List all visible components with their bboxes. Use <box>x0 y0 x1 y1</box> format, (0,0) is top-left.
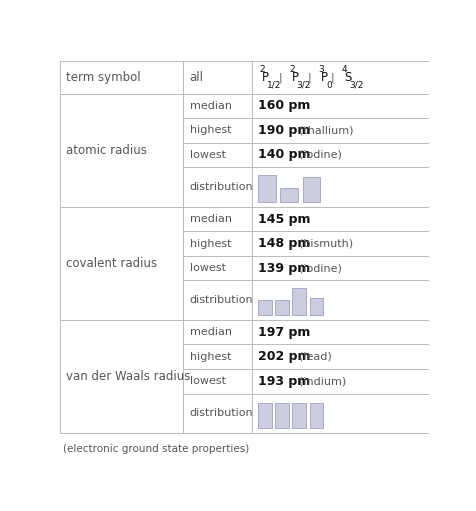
Text: (iodine): (iodine) <box>291 150 341 160</box>
Text: all: all <box>189 71 203 84</box>
Bar <box>309 403 322 428</box>
Bar <box>258 300 271 315</box>
Text: highest: highest <box>189 352 231 362</box>
Text: 139 pm: 139 pm <box>258 262 310 274</box>
Text: 190 pm: 190 pm <box>258 124 310 137</box>
Bar <box>280 189 298 202</box>
Text: median: median <box>189 214 231 224</box>
Bar <box>309 297 322 315</box>
Text: 0: 0 <box>326 81 331 90</box>
Text: 202 pm: 202 pm <box>258 350 310 363</box>
Text: highest: highest <box>189 125 231 135</box>
Text: (iodine): (iodine) <box>291 263 341 273</box>
Text: term symbol: term symbol <box>66 71 140 84</box>
Text: 1/2: 1/2 <box>267 81 281 90</box>
Text: distribution: distribution <box>189 408 253 419</box>
Text: S: S <box>344 71 351 84</box>
Text: (electronic ground state properties): (electronic ground state properties) <box>62 444 248 454</box>
Text: distribution: distribution <box>189 182 253 192</box>
Text: 145 pm: 145 pm <box>258 213 310 225</box>
Text: P: P <box>291 71 298 84</box>
Text: (indium): (indium) <box>291 376 345 386</box>
Bar <box>292 288 305 315</box>
Text: lowest: lowest <box>189 150 225 160</box>
Text: median: median <box>189 327 231 337</box>
Text: covalent radius: covalent radius <box>66 257 157 270</box>
Text: van der Waals radius: van der Waals radius <box>66 370 190 383</box>
Text: |: | <box>330 72 334 83</box>
Text: 193 pm: 193 pm <box>258 375 310 388</box>
Text: 160 pm: 160 pm <box>258 99 310 112</box>
Text: 2: 2 <box>288 65 294 74</box>
Text: 3/2: 3/2 <box>348 81 363 90</box>
Text: median: median <box>189 101 231 111</box>
Bar <box>275 403 288 428</box>
Text: lowest: lowest <box>189 376 225 386</box>
Text: atomic radius: atomic radius <box>66 144 147 157</box>
Text: lowest: lowest <box>189 263 225 273</box>
Text: (thallium): (thallium) <box>291 125 352 135</box>
Text: 197 pm: 197 pm <box>258 326 310 339</box>
Text: 3: 3 <box>318 65 324 74</box>
Text: 148 pm: 148 pm <box>258 237 310 250</box>
Text: distribution: distribution <box>189 295 253 305</box>
Text: (lead): (lead) <box>291 352 331 362</box>
Text: 2: 2 <box>259 65 265 74</box>
Text: 3/2: 3/2 <box>296 81 310 90</box>
Text: |: | <box>307 72 311 83</box>
Bar <box>302 177 320 202</box>
Text: P: P <box>262 71 268 84</box>
Text: highest: highest <box>189 239 231 248</box>
Bar <box>292 403 305 428</box>
Text: (bismuth): (bismuth) <box>291 239 352 248</box>
Text: 4: 4 <box>341 65 347 74</box>
Text: |: | <box>278 72 281 83</box>
Text: P: P <box>320 71 327 84</box>
Bar <box>258 403 271 428</box>
Bar <box>275 300 288 315</box>
Text: 140 pm: 140 pm <box>258 148 310 161</box>
Bar <box>258 175 275 202</box>
